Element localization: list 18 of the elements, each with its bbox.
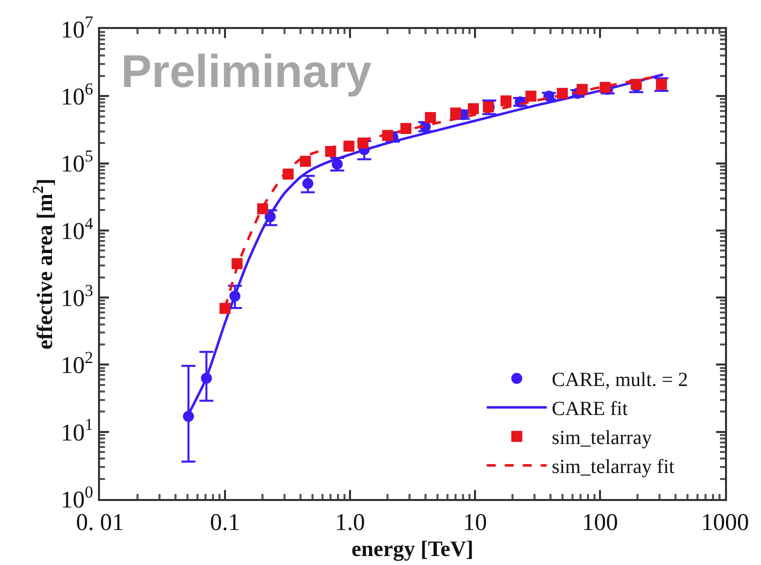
- legend-label: CARE, mult. = 2: [552, 369, 688, 392]
- x-tick-label: 0.1: [210, 510, 240, 536]
- y-tick-label: 10$^{5}$: [60, 146, 94, 178]
- y-tick-label: 10$^{7}$: [60, 12, 94, 44]
- legend-label: sim_telarray fit: [552, 456, 675, 478]
- x-tick-label: 1000: [701, 510, 749, 536]
- legend-label: sim_telarray: [552, 427, 652, 450]
- legend-label: CARE fit: [552, 398, 628, 420]
- y-tick-label: 10$^{1}$: [60, 415, 94, 446]
- x-tick-label: 1.0: [335, 510, 365, 536]
- y-tick-label: 10$^{2}$: [60, 348, 94, 380]
- y-tick-label: 10$^{6}$: [60, 79, 94, 111]
- x-tick-label: 100: [582, 510, 618, 536]
- x-axis-title: energy [TeV]: [352, 536, 474, 561]
- y-tick-label: 10$^{3}$: [60, 280, 94, 312]
- y-tick-label: 10$^{4}$: [60, 214, 94, 245]
- annotation: Preliminary: [121, 45, 372, 97]
- x-tick-label: 10: [463, 510, 487, 536]
